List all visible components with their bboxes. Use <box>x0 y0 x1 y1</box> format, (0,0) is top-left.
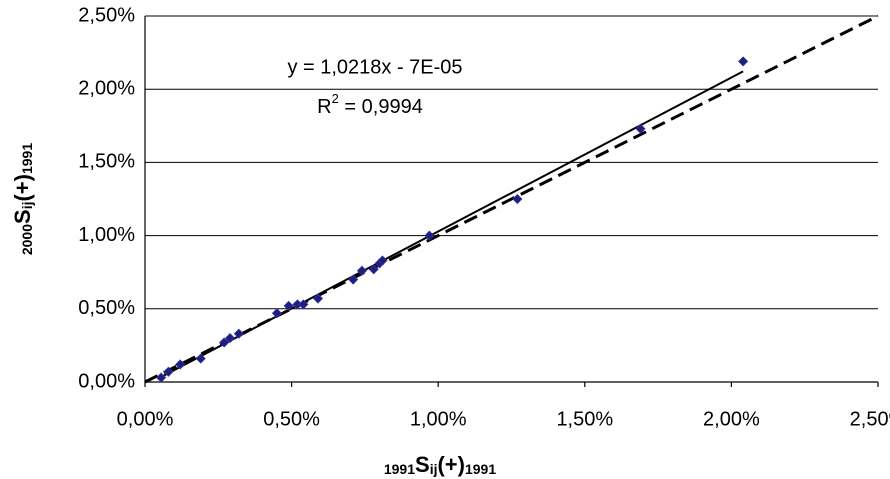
x-title-main: S <box>415 452 430 477</box>
point <box>163 366 174 377</box>
x-tick-label: 2,00% <box>703 408 760 430</box>
trendline <box>160 70 744 378</box>
x-tick-label: 2,50% <box>850 408 890 430</box>
y-title-prefix: 2000 <box>19 224 35 255</box>
point <box>224 333 236 344</box>
point <box>156 372 167 383</box>
y-tick-label: 2,50% <box>78 4 135 26</box>
r-squared-value: = 0,9994 <box>339 96 423 118</box>
point <box>635 123 646 134</box>
x-title-paren: (+) <box>437 452 465 477</box>
x-tick-label: 1,50% <box>556 408 613 430</box>
y-title-suffix: 1991 <box>19 143 35 174</box>
x-tick-label: 0,00% <box>117 408 174 430</box>
y-tick-label: 2,00% <box>78 77 135 99</box>
point <box>738 56 749 67</box>
point <box>348 274 359 285</box>
point <box>377 255 388 266</box>
point <box>195 353 206 364</box>
point <box>368 264 379 275</box>
y-tick-label: 1,00% <box>78 224 135 246</box>
r-squared-symbol: R <box>317 96 331 118</box>
point <box>271 308 283 319</box>
y-axis-title: 2000Sij(+)1991 <box>10 143 35 255</box>
x-axis-title: 1991Sij(+)1991 <box>384 452 496 477</box>
x-title-prefix: 1991 <box>384 461 415 477</box>
point <box>298 299 309 310</box>
r-squared-exponent: 2 <box>332 91 339 106</box>
r-squared: R2 = 0,9994 <box>317 91 423 118</box>
point <box>356 265 368 276</box>
x-title-suffix: 1991 <box>465 461 496 477</box>
x-title-sub: ij <box>430 461 438 477</box>
point <box>312 293 324 304</box>
point <box>512 193 523 205</box>
x-tick-label: 1,00% <box>410 408 467 430</box>
point <box>233 328 244 339</box>
y-tick-label: 0,00% <box>78 370 135 392</box>
y-tick-label: 1,50% <box>78 151 135 173</box>
point <box>424 230 435 241</box>
y-title-paren: (+) <box>10 174 35 202</box>
y-title-sub: ij <box>19 202 35 210</box>
y-tick-label: 0,50% <box>78 297 135 319</box>
point <box>283 300 294 311</box>
x-tick-label: 0,50% <box>263 408 320 430</box>
point <box>175 359 186 370</box>
y-title-main: S <box>10 209 35 224</box>
point <box>219 337 230 348</box>
trend-equation: y = 1,0218x - 7E-05 <box>287 56 462 78</box>
